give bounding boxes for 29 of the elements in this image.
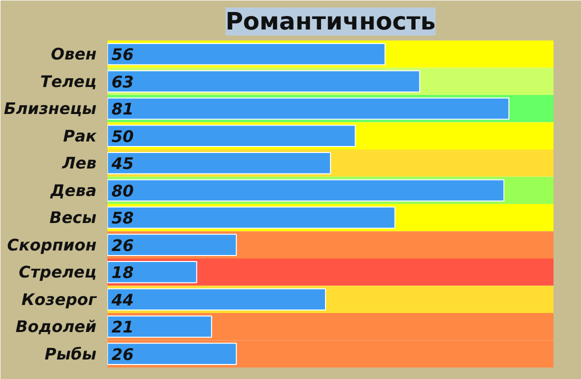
bar: [108, 342, 237, 366]
y-tick-label: Рак: [63, 126, 98, 146]
y-tick-label: Овен: [50, 44, 97, 64]
data-label: 81: [112, 100, 134, 119]
data-label: 63: [112, 72, 134, 92]
chart-title: Романтичность: [225, 8, 436, 36]
y-tick-label: Весы: [50, 208, 98, 228]
bar: [108, 260, 198, 284]
data-label: 45: [110, 154, 134, 174]
data-label: 58: [112, 208, 134, 228]
y-tick-label: Телец: [40, 72, 97, 91]
data-label: 26: [112, 236, 134, 255]
y-tick-label: Водолей: [16, 317, 97, 336]
bar: [108, 234, 237, 256]
y-tick-label: Рыбы: [44, 344, 98, 364]
data-label: 50: [112, 126, 134, 146]
data-label: 80: [112, 181, 134, 200]
data-label: 18: [112, 263, 134, 282]
y-tick-label: Стрелец: [18, 262, 96, 282]
y-tick-label: Лев: [61, 154, 96, 173]
data-label: 21: [112, 318, 134, 337]
data-label: 44: [110, 290, 134, 310]
y-tick-label: Козерог: [21, 290, 98, 309]
data-label: 56: [112, 45, 134, 64]
bar: [108, 315, 212, 338]
y-tick-label: Скорпион: [7, 235, 96, 254]
data-label: 26: [112, 344, 134, 364]
y-tick-label: Близнецы: [4, 99, 98, 118]
y-tick-label: Дева: [49, 180, 97, 200]
